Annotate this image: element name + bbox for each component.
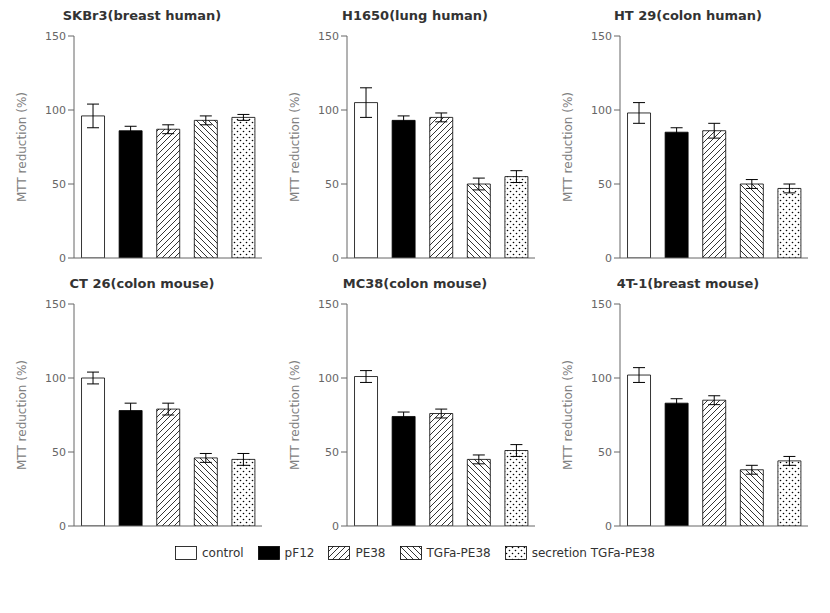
svg-text:100: 100 <box>591 372 612 385</box>
svg-text:MTT reduction (%): MTT reduction (%) <box>288 360 302 470</box>
svg-text:0: 0 <box>332 252 339 265</box>
svg-text:150: 150 <box>318 298 339 311</box>
html-text:CT 26(colon mouse): CT 26(colon mouse) <box>69 276 215 291</box>
svg-text:MTT reduction (%): MTT reduction (%) <box>15 360 29 470</box>
html-text:pF12: pF12 <box>284 546 315 560</box>
svg-text:100: 100 <box>318 104 339 117</box>
svg-text:150: 150 <box>318 30 339 43</box>
svg-text:0: 0 <box>605 252 612 265</box>
svg-text:50: 50 <box>52 178 66 191</box>
svg-text:50: 50 <box>325 178 339 191</box>
svg-text:100: 100 <box>45 104 66 117</box>
svg-text:150: 150 <box>45 30 66 43</box>
html-text:MC38(colon mouse): MC38(colon mouse) <box>342 276 488 291</box>
html-text:PE38: PE38 <box>355 546 386 560</box>
svg-text:50: 50 <box>598 446 612 459</box>
svg-text:MTT reduction (%): MTT reduction (%) <box>15 92 29 202</box>
svg-text:50: 50 <box>325 446 339 459</box>
svg-text:100: 100 <box>45 372 66 385</box>
svg-text:50: 50 <box>52 446 66 459</box>
html-text:4T-1(breast mouse): 4T-1(breast mouse) <box>616 276 760 291</box>
html-text:SKBr3(breast human): SKBr3(breast human) <box>62 8 222 23</box>
html-text:HT 29(colon human): HT 29(colon human) <box>613 8 763 23</box>
svg-text:MTT reduction (%): MTT reduction (%) <box>561 92 575 202</box>
svg-text:50: 50 <box>598 178 612 191</box>
svg-text:100: 100 <box>591 104 612 117</box>
svg-text:150: 150 <box>591 30 612 43</box>
svg-text:0: 0 <box>59 520 66 533</box>
html-text:H1650(lung human): H1650(lung human) <box>342 8 488 23</box>
svg-text:100: 100 <box>318 372 339 385</box>
svg-text:0: 0 <box>332 520 339 533</box>
svg-text:150: 150 <box>45 298 66 311</box>
svg-text:MTT reduction (%): MTT reduction (%) <box>288 92 302 202</box>
html-text:secretion TGFa-PE38: secretion TGFa-PE38 <box>531 546 655 560</box>
html-text:control: control <box>202 546 244 560</box>
svg-text:MTT reduction (%): MTT reduction (%) <box>561 360 575 470</box>
svg-text:0: 0 <box>605 520 612 533</box>
svg-text:150: 150 <box>591 298 612 311</box>
html-text:TGFa-PE38: TGFa-PE38 <box>426 546 491 560</box>
svg-text:0: 0 <box>59 252 66 265</box>
